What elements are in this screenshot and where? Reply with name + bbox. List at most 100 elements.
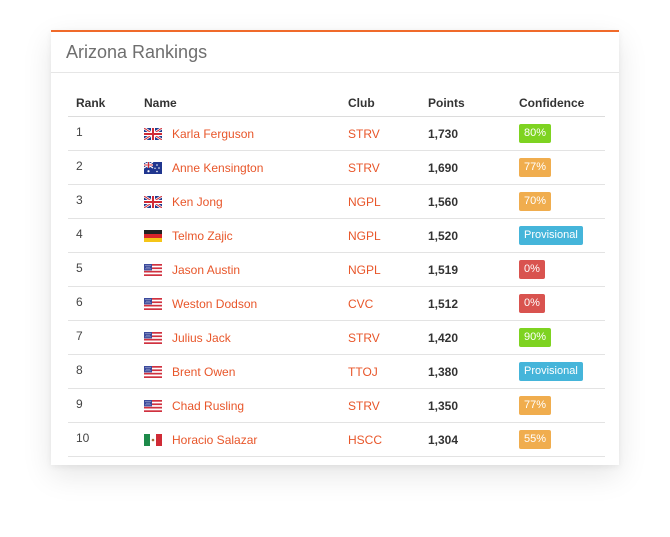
- points-cell: 1,560: [420, 184, 511, 219]
- table-row: 1 Karla Ferguson STRV 1,730 80%: [68, 116, 605, 151]
- confidence-badge: 0%: [519, 294, 545, 313]
- confidence-badge: Provisional: [519, 226, 583, 245]
- player-name-link[interactable]: Horacio Salazar: [172, 432, 258, 447]
- table-row: 9 Chad Rusling STRV 1,350 77%: [68, 388, 605, 423]
- player-name-link[interactable]: Telmo Zajic: [172, 228, 233, 243]
- australia-flag-icon: [144, 161, 162, 174]
- table-row: 7 Julius Jack STRV 1,420 90%: [68, 320, 605, 355]
- rank-cell: 1: [68, 116, 136, 151]
- confidence-cell: 70%: [511, 184, 605, 219]
- name-cell: Jason Austin: [136, 252, 340, 287]
- confidence-cell: 90%: [511, 320, 605, 355]
- table-row: 4 Telmo Zajic NGPL 1,520 Provisional: [68, 218, 605, 253]
- rankings-table: Rank Name Club Points Confidence 1 Karla…: [68, 89, 605, 457]
- mexico-flag-icon: [144, 433, 162, 446]
- rankings-card: Arizona Rankings Rank Name Club Points C…: [51, 30, 619, 465]
- name-cell: Horacio Salazar: [136, 422, 340, 457]
- player-name-link[interactable]: Weston Dodson: [172, 296, 258, 311]
- confidence-cell: 55%: [511, 422, 605, 457]
- confidence-cell: 77%: [511, 388, 605, 423]
- rank-cell: 7: [68, 320, 136, 355]
- club-link[interactable]: TTOJ: [340, 354, 420, 389]
- table-row: 6 Weston Dodson CVC 1,512 0%: [68, 286, 605, 321]
- player-name-link[interactable]: Jason Austin: [172, 262, 241, 277]
- column-header-name[interactable]: Name: [136, 89, 340, 117]
- points-cell: 1,304: [420, 422, 511, 457]
- club-link[interactable]: NGPL: [340, 184, 420, 219]
- column-header-confidence[interactable]: Confidence: [511, 89, 605, 117]
- confidence-badge: 80%: [519, 124, 552, 143]
- table-row: 2 Anne Kensington STRV 1,690 77%: [68, 150, 605, 185]
- club-link[interactable]: STRV: [340, 388, 420, 423]
- name-cell: Chad Rusling: [136, 388, 340, 423]
- card-header: Arizona Rankings: [51, 32, 619, 73]
- column-header-points[interactable]: Points: [420, 89, 511, 117]
- confidence-cell: Provisional: [511, 218, 605, 253]
- club-link[interactable]: STRV: [340, 320, 420, 355]
- confidence-badge: 0%: [519, 260, 545, 279]
- points-cell: 1,512: [420, 286, 511, 321]
- club-link[interactable]: HSCC: [340, 422, 420, 457]
- confidence-cell: 80%: [511, 116, 605, 151]
- rank-cell: 3: [68, 184, 136, 219]
- confidence-badge: 90%: [519, 328, 552, 347]
- player-name-link[interactable]: Chad Rusling: [172, 398, 245, 413]
- confidence-badge: Provisional: [519, 362, 583, 381]
- rank-cell: 8: [68, 354, 136, 389]
- confidence-cell: 0%: [511, 286, 605, 321]
- usa-flag-icon: [144, 399, 162, 412]
- name-cell: Anne Kensington: [136, 150, 340, 185]
- name-cell: Telmo Zajic: [136, 218, 340, 253]
- name-cell: Brent Owen: [136, 354, 340, 389]
- rank-cell: 2: [68, 150, 136, 185]
- germany-flag-icon: [144, 229, 162, 242]
- rank-cell: 4: [68, 218, 136, 253]
- usa-flag-icon: [144, 297, 162, 310]
- usa-flag-icon: [144, 365, 162, 378]
- rank-cell: 9: [68, 388, 136, 423]
- name-cell: Julius Jack: [136, 320, 340, 355]
- club-link[interactable]: STRV: [340, 150, 420, 185]
- player-name-link[interactable]: Julius Jack: [172, 330, 231, 345]
- club-link[interactable]: CVC: [340, 286, 420, 321]
- table-row: 8 Brent Owen TTOJ 1,380 Provisional: [68, 354, 605, 389]
- club-link[interactable]: NGPL: [340, 218, 420, 253]
- player-name-link[interactable]: Ken Jong: [172, 194, 223, 209]
- table-row: 5 Jason Austin NGPL 1,519 0%: [68, 252, 605, 287]
- usa-flag-icon: [144, 263, 162, 276]
- name-cell: Karla Ferguson: [136, 116, 340, 151]
- name-cell: Ken Jong: [136, 184, 340, 219]
- rank-cell: 10: [68, 422, 136, 457]
- confidence-cell: Provisional: [511, 354, 605, 389]
- name-cell: Weston Dodson: [136, 286, 340, 321]
- points-cell: 1,420: [420, 320, 511, 355]
- rank-cell: 5: [68, 252, 136, 287]
- points-cell: 1,520: [420, 218, 511, 253]
- rank-cell: 6: [68, 286, 136, 321]
- player-name-link[interactable]: Anne Kensington: [172, 160, 264, 175]
- points-cell: 1,730: [420, 116, 511, 151]
- club-link[interactable]: STRV: [340, 116, 420, 151]
- points-cell: 1,519: [420, 252, 511, 287]
- column-header-club[interactable]: Club: [340, 89, 420, 117]
- confidence-badge: 77%: [519, 158, 552, 177]
- column-header-rank[interactable]: Rank: [68, 89, 136, 117]
- uk-flag-icon: [144, 195, 162, 208]
- points-cell: 1,690: [420, 150, 511, 185]
- table-header-row: Rank Name Club Points Confidence: [68, 89, 605, 117]
- confidence-badge: 77%: [519, 396, 552, 415]
- player-name-link[interactable]: Karla Ferguson: [172, 126, 255, 141]
- table-row: 3 Ken Jong NGPL 1,560 70%: [68, 184, 605, 219]
- uk-flag-icon: [144, 127, 162, 140]
- points-cell: 1,350: [420, 388, 511, 423]
- points-cell: 1,380: [420, 354, 511, 389]
- card-title: Arizona Rankings: [66, 41, 208, 62]
- confidence-cell: 0%: [511, 252, 605, 287]
- confidence-cell: 77%: [511, 150, 605, 185]
- player-name-link[interactable]: Brent Owen: [172, 364, 236, 379]
- usa-flag-icon: [144, 331, 162, 344]
- confidence-badge: 55%: [519, 430, 552, 449]
- confidence-badge: 70%: [519, 192, 552, 211]
- club-link[interactable]: NGPL: [340, 252, 420, 287]
- table-row: 10 Horacio Salazar HSCC 1,304 55%: [68, 422, 605, 457]
